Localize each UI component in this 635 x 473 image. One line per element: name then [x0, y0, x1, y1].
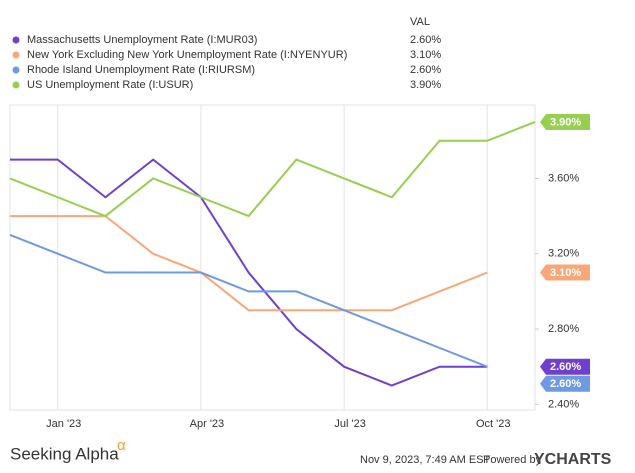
timestamp: Nov 9, 2023, 7:49 AM EST [360, 454, 491, 466]
legend-header: VAL [410, 16, 430, 28]
legend-marker [12, 36, 20, 44]
legend-marker [12, 51, 20, 59]
legend-value: 3.90% [410, 79, 441, 91]
value-badge-label: 3.10% [550, 267, 581, 279]
logo-mark: α [117, 437, 126, 454]
brand: YCHARTS [534, 451, 612, 468]
series-line [10, 158, 488, 387]
value-badge [540, 264, 590, 281]
legend-label: Massachusetts Unemployment Rate (I:MUR03… [27, 34, 257, 46]
legend-value: 2.60% [410, 34, 441, 46]
legend-label: New York Excluding New York Unemployment… [27, 49, 347, 61]
legend-marker [12, 81, 20, 89]
legend-value: 3.10% [410, 49, 441, 61]
legend-value: 2.60% [410, 64, 441, 76]
series-line [9, 121, 536, 218]
x-tick-label: Oct '23 [476, 418, 511, 430]
x-tick-label: Jul '23 [334, 418, 365, 430]
value-badge [540, 375, 590, 392]
y-tick-label: 3.20% [548, 248, 579, 260]
legend-label: Rhode Island Unemployment Rate (I:RIURSM… [27, 64, 255, 76]
plot-frame [9, 104, 536, 411]
powered-by: Powered by [483, 454, 542, 466]
legend-label: US Unemployment Rate (I:USUR) [27, 79, 193, 91]
series-line [10, 215, 488, 312]
y-tick-label: 3.60% [548, 172, 579, 184]
logo: Seeking Alpha [10, 444, 119, 463]
series-line [9, 233, 488, 368]
value-badge-label: 3.90% [550, 116, 581, 128]
value-badge-label: 2.60% [550, 361, 581, 373]
y-tick-label: 2.40% [548, 398, 579, 410]
y-tick-label: 2.80% [548, 323, 579, 335]
value-badge [540, 358, 590, 375]
x-tick-label: Apr '23 [190, 418, 225, 430]
x-tick-label: Jan '23 [46, 418, 81, 430]
legend-marker [12, 66, 20, 74]
value-badge-label: 2.60% [550, 378, 581, 390]
value-badge [540, 113, 590, 130]
